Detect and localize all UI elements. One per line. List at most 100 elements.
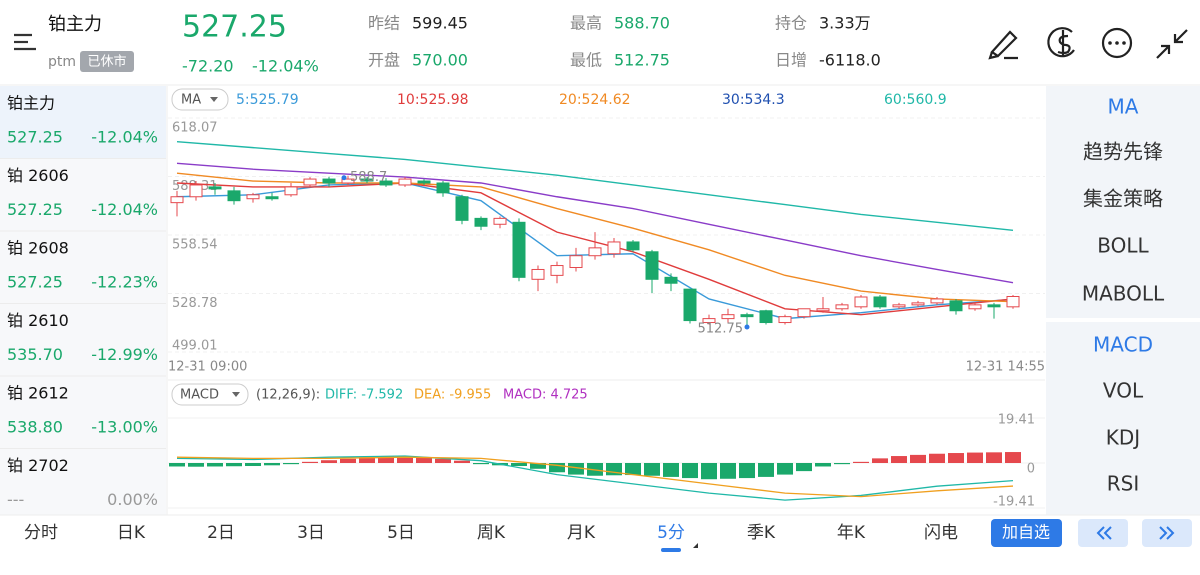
ma-selector[interactable]	[171, 88, 229, 111]
period-tab[interactable]: 年K	[837, 523, 866, 543]
macd-bar	[777, 463, 793, 475]
indicator-option[interactable]: RSI	[1107, 472, 1140, 496]
price-tick-label: 499.01	[172, 339, 218, 354]
macd-bar	[967, 452, 983, 463]
indicator-option[interactable]: 趋势先锋	[1083, 140, 1163, 164]
period-tab[interactable]: 5分	[657, 523, 685, 543]
candle-body	[683, 288, 697, 322]
contract-item-name: 铂 2612	[7, 384, 69, 403]
prev-icon	[1096, 526, 1112, 540]
currency-icon[interactable]	[1047, 27, 1075, 58]
candle-body	[227, 190, 241, 202]
stat-value: 588.70	[614, 14, 670, 33]
indicator-option[interactable]: BOLL	[1097, 234, 1149, 258]
candle-body	[626, 241, 640, 251]
macd-bar	[986, 452, 1002, 463]
candle-body	[246, 194, 260, 200]
period-tab[interactable]: 闪电	[924, 523, 958, 543]
time-start: 12-31 09:00	[168, 360, 247, 375]
macd-bar	[321, 460, 337, 463]
macd-bar	[815, 463, 831, 467]
indicator-option[interactable]: KDJ	[1106, 426, 1140, 450]
period-tab[interactable]: 日K	[117, 523, 146, 543]
contract-item-name: 铂 2610	[7, 311, 69, 330]
period-tab[interactable]: 3日	[297, 523, 325, 543]
period-tab[interactable]: 季K	[747, 523, 776, 543]
candle-body	[189, 184, 203, 198]
stat-value: 512.75	[614, 51, 670, 70]
ma-legend: 60:560.9	[884, 92, 947, 108]
indicator-option[interactable]: VOL	[1103, 379, 1144, 403]
macd-bar	[758, 463, 774, 477]
tab-corner	[693, 543, 698, 548]
macd-bar	[302, 461, 318, 463]
macd-bar	[416, 457, 432, 463]
contract-item-pct: -12.04%	[91, 128, 158, 147]
contract-item-pct: 0.00%	[107, 490, 158, 509]
candle-body	[474, 217, 488, 227]
period-tab[interactable]: 5日	[387, 523, 415, 543]
candle-body	[360, 178, 374, 182]
contract-item-name: 铂 2702	[7, 456, 69, 475]
candle-body	[930, 298, 944, 304]
macd-bar	[378, 456, 394, 463]
macd-bar	[188, 463, 204, 467]
indicator-option[interactable]: MABOLL	[1082, 282, 1165, 306]
period-tab[interactable]: 分时	[24, 523, 58, 543]
active-tab-underline	[661, 548, 681, 552]
candle-body	[550, 265, 564, 276]
period-tab[interactable]: 周K	[477, 523, 506, 543]
candle-body	[797, 308, 811, 318]
price-change: -72.20	[182, 57, 234, 76]
indicator-option[interactable]: MACD	[1093, 333, 1153, 357]
add-watchlist-text: 加自选	[1002, 523, 1050, 542]
contract-item-pct: -12.04%	[91, 200, 158, 219]
contract-item-pct: -13.00%	[91, 418, 158, 437]
indicator-option[interactable]: MA	[1108, 95, 1139, 119]
menu-icon[interactable]	[14, 33, 36, 51]
price-tick-label: 618.07	[172, 121, 218, 136]
candle-body	[778, 316, 792, 324]
candle-body	[322, 178, 336, 184]
last-price: 527.25	[182, 10, 287, 45]
macd-bar	[169, 463, 185, 467]
add-watchlist-button[interactable]	[991, 519, 1062, 547]
candle-body	[531, 268, 545, 280]
high-marker	[341, 175, 347, 181]
indicator-option[interactable]: 集金策略	[1083, 187, 1163, 211]
contract-item-price: 538.80	[7, 418, 63, 437]
stat-label: 持仓	[775, 14, 807, 33]
contract-item-price: ---	[7, 490, 24, 509]
contract-item-name: 铂主力	[7, 94, 55, 113]
contract-code: ptm	[48, 54, 76, 70]
collapse-icon[interactable]	[1156, 29, 1188, 59]
period-tab[interactable]: 2日	[207, 523, 235, 543]
macd-bar	[245, 463, 261, 467]
ma-legend: 30:534.3	[722, 92, 785, 108]
stat-label: 开盘	[368, 51, 400, 70]
macd-legend: DEA: -9.955	[414, 388, 491, 403]
candle-body	[569, 255, 583, 269]
macd-bar	[929, 453, 945, 463]
contract-item-name: 铂 2606	[7, 166, 69, 185]
macd-bar	[359, 457, 375, 463]
macd-selector[interactable]	[171, 383, 249, 406]
prev-button[interactable]	[1078, 519, 1128, 547]
macd-bar	[568, 463, 584, 475]
draw-icon[interactable]	[988, 30, 1018, 60]
candle-body	[949, 300, 963, 312]
price-tick-label: 558.54	[172, 238, 218, 253]
macd-bar	[663, 463, 679, 477]
ma-legend: 20:524.62	[559, 92, 631, 108]
contract-item-pct: -12.99%	[91, 345, 158, 364]
candle-body	[835, 304, 849, 310]
candle-body	[987, 304, 1001, 308]
macd-bar	[1005, 452, 1021, 463]
candle-body	[436, 182, 450, 194]
period-tab[interactable]: 月K	[567, 523, 596, 543]
macd-bar	[435, 458, 451, 463]
macd-bar	[910, 454, 926, 463]
more-icon[interactable]	[1101, 27, 1133, 59]
macd-bar	[397, 456, 413, 463]
